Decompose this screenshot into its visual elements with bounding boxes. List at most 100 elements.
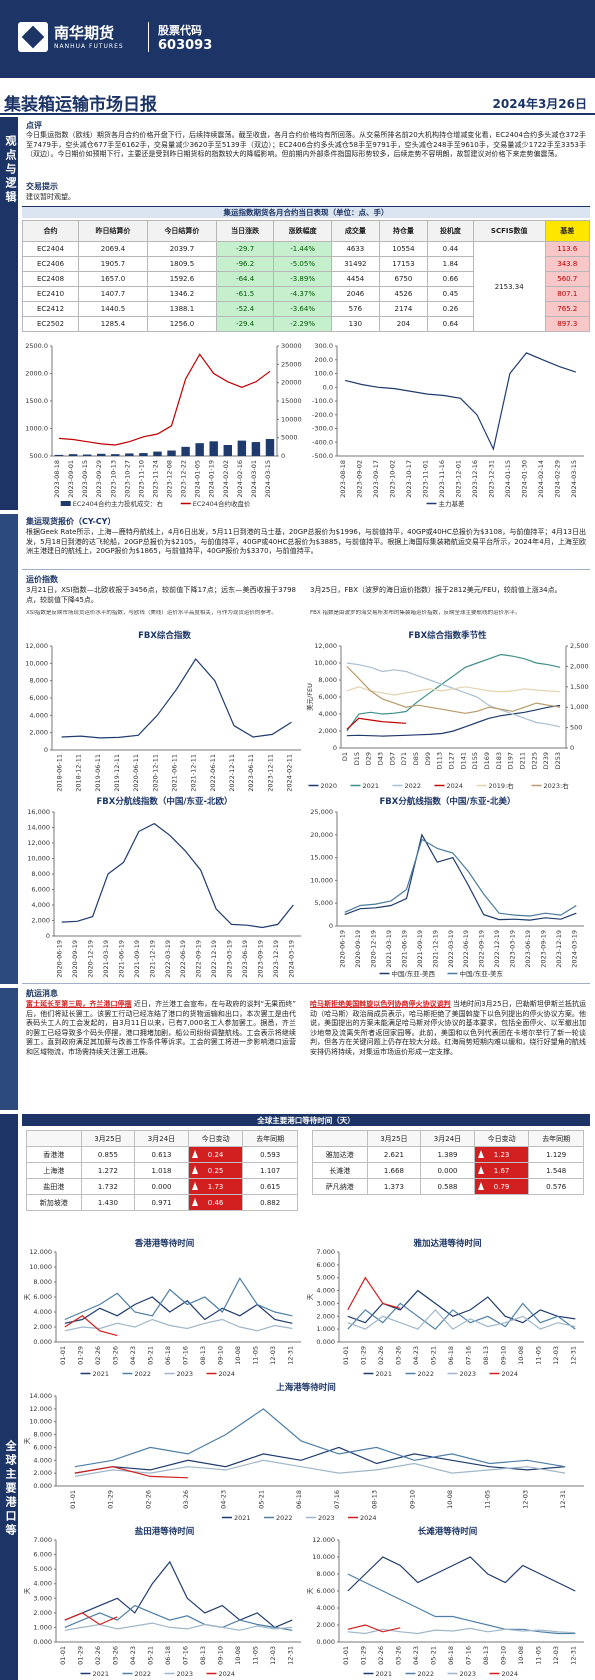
- y-axis-label: 美元/FEU: [305, 683, 314, 711]
- x-tick-label: 2023-06-11: [247, 754, 255, 792]
- cell: EC2410: [21, 286, 80, 302]
- y-tick-label: 6,000: [31, 886, 50, 894]
- x-tick-label: 2022-06-11: [209, 754, 217, 792]
- contract-table: 合约 昨日结算价 今日结算价 当日涨跌 涨跌幅度 成交量 持仓量 投机度 SCFIS数值 基差 EC…: [21, 220, 591, 332]
- rule: [0, 113, 595, 115]
- header-cell: 投机度: [426, 220, 474, 242]
- x-tick-label: 12-31: [286, 1346, 294, 1365]
- y-tick-label: 2,000: [318, 727, 337, 735]
- x-tick-label: 2021-03-19: [102, 940, 110, 978]
- cell: 4454: [330, 271, 380, 287]
- y-axis-label: 天: [23, 1587, 31, 1594]
- legend-label: 2022: [135, 1370, 152, 1378]
- x-tick-label: 04-23: [129, 1646, 137, 1665]
- x-tick-label: 2021-09-19: [133, 940, 141, 978]
- y-tick-label: 4.000: [33, 1456, 52, 1464]
- cell: 4526: [378, 286, 428, 302]
- x-tick-label: 2023-11-24: [151, 460, 159, 498]
- x-tick-label: 06-18: [295, 1490, 303, 1509]
- cell: 576: [330, 301, 380, 317]
- cell: 萨凡纳港: [312, 1178, 368, 1195]
- line: [347, 1302, 576, 1330]
- x-tick-label: 03-26: [111, 1646, 119, 1665]
- legend-swatch: [60, 501, 71, 506]
- x-tick-label: 10-08: [517, 1346, 525, 1365]
- x-tick-label: 2024-02-29: [553, 460, 561, 498]
- chart: FBX综合指数 0 2,000 4,000 6,000 8,000 10,000 12,000…: [25, 630, 301, 792]
- cell: 17153: [378, 256, 428, 272]
- x-tick-label: 2023-09-17: [372, 460, 380, 498]
- header-cell: 合约: [21, 220, 80, 242]
- y-tick-label: 0: [329, 922, 333, 930]
- cell: EC2404: [21, 241, 80, 257]
- x-tick-label: 2023-10-17: [405, 460, 413, 498]
- cell: 1.129: [528, 1146, 584, 1163]
- cell: 1.548: [528, 1162, 584, 1179]
- legend-label: 2022: [276, 1514, 293, 1522]
- header-cell: 基差: [544, 220, 591, 242]
- y-tick-label: 6.000: [316, 1587, 335, 1595]
- x-tick-label: 09-10: [499, 1346, 507, 1365]
- x-tick-label: 2020-12-11: [151, 754, 159, 792]
- x-tick-label: 10-08: [517, 1646, 525, 1665]
- x-tick-label: 2021-12-11: [190, 754, 198, 792]
- cell: 1388.1: [146, 301, 217, 317]
- x-tick-label: 2023-09-19: [256, 940, 264, 978]
- x-tick-label: 2022-09-19: [478, 930, 486, 968]
- x-tick-label: 2024-01-30: [520, 460, 528, 498]
- x-tick-label: 11-05: [534, 1346, 542, 1365]
- y-tick-label: -300.0: [312, 425, 333, 433]
- x-tick-label: 01-29: [359, 1646, 367, 1665]
- legend-label: 中国/东亚-美东: [460, 969, 504, 978]
- x-tick-label: D1: [341, 752, 349, 761]
- y-tick-label: 0.000: [316, 1338, 335, 1346]
- y-tick-label: 2.000: [316, 1312, 335, 1320]
- legend-label: 2021: [363, 782, 380, 790]
- cell: -29.7: [215, 241, 275, 257]
- y-tick-label: -400.0: [312, 438, 333, 446]
- y-tick-label: 5.000: [33, 1565, 52, 1573]
- x-tick-label: 2018-06-11: [56, 754, 64, 792]
- x-tick-label: D43: [376, 752, 384, 765]
- header-cell: 3月24日: [134, 1130, 189, 1147]
- y-tick-label: 2000.0: [25, 370, 48, 378]
- cell: 香港港: [26, 1146, 82, 1163]
- cell: 1.430: [80, 1194, 136, 1211]
- x-tick-label: 2023-12-19: [555, 930, 563, 968]
- chart-title: FBX分航线指数（中国/东亚-北美）: [380, 796, 516, 807]
- cell: 0.45: [426, 286, 474, 302]
- x-tick-label: 2024-03-19: [570, 930, 578, 968]
- cell: 2069.4: [78, 241, 148, 257]
- x-tick-label: D253: [554, 752, 562, 769]
- table-row: 香港港 0.855 0.613 0.24 0.593: [26, 1146, 298, 1163]
- y-tick-label: 0.000: [316, 1638, 335, 1646]
- header-cell: [312, 1130, 368, 1147]
- chart-title: 上海港等待时间: [276, 1382, 336, 1393]
- y-tick-label: 12.000: [29, 1405, 52, 1413]
- bar: [223, 445, 232, 456]
- x-tick-label: 2023-09-19: [539, 930, 547, 968]
- cell: EC2412: [21, 301, 80, 317]
- legend-label: 2024: [447, 782, 464, 790]
- x-tick-label: 2021-06-11: [171, 754, 179, 792]
- y-tick-label: 12,000: [27, 839, 50, 847]
- x-tick-label: 2022-06-19: [462, 930, 470, 968]
- y-tick-label: 0: [281, 452, 285, 460]
- y-tick-label: 2.000: [33, 1323, 52, 1331]
- cell: 盐田港: [26, 1178, 82, 1195]
- table-row: 盐田港 1.732 0.000 1.73 0.615: [26, 1178, 298, 1195]
- header-cell: 持仓量: [378, 220, 428, 242]
- x-tick-label: 03-26: [182, 1490, 190, 1509]
- cell: 0.25: [187, 1162, 244, 1179]
- table-title: 全球主要港口等待时间（天）: [22, 1114, 590, 1126]
- bar: [125, 453, 134, 456]
- legend-label: 2021: [93, 1370, 110, 1378]
- x-tick-label: 04-23: [220, 1490, 228, 1509]
- legend-label: 2023: [177, 1370, 194, 1378]
- x-tick-label: 07-16: [181, 1346, 189, 1365]
- x-tick-label: 05-21: [146, 1346, 154, 1365]
- cell: 1.732: [80, 1178, 136, 1195]
- y-tick-label: 3.000: [316, 1299, 335, 1307]
- y-tick-label: 6,000: [318, 693, 337, 701]
- header-row: 3月25日 3月24日 今日变动 去年同期: [312, 1130, 584, 1147]
